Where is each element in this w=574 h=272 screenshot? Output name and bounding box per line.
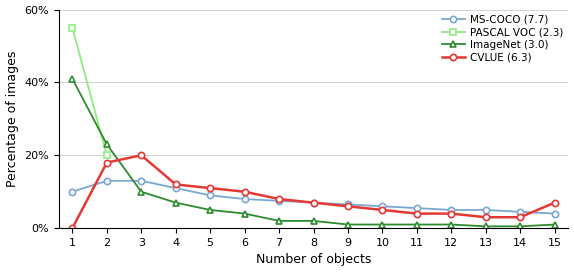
MS-COCO (7.7) [310,201,317,204]
ImageNet (3.0) [551,223,558,226]
MS-COCO (7.7) [138,179,145,183]
ImageNet (3.0) [207,208,214,212]
CVLUE (6.3) [69,227,76,230]
CVLUE (6.3) [276,197,282,201]
ImageNet (3.0) [482,225,489,228]
ImageNet (3.0) [448,223,455,226]
CVLUE (6.3) [310,201,317,204]
ImageNet (3.0) [241,212,248,215]
CVLUE (6.3) [344,205,351,208]
MS-COCO (7.7) [482,208,489,212]
ImageNet (3.0) [172,201,179,204]
CVLUE (6.3) [241,190,248,193]
MS-COCO (7.7) [344,203,351,206]
CVLUE (6.3) [413,212,420,215]
MS-COCO (7.7) [517,210,523,214]
ImageNet (3.0) [517,225,523,228]
X-axis label: Number of objects: Number of objects [256,254,371,267]
CVLUE (6.3) [551,201,558,204]
ImageNet (3.0) [344,223,351,226]
CVLUE (6.3) [379,208,386,212]
CVLUE (6.3) [482,216,489,219]
ImageNet (3.0) [276,219,282,222]
MS-COCO (7.7) [69,190,76,193]
CVLUE (6.3) [207,186,214,190]
MS-COCO (7.7) [413,206,420,210]
Line: CVLUE (6.3): CVLUE (6.3) [69,152,558,231]
MS-COCO (7.7) [241,197,248,201]
MS-COCO (7.7) [276,199,282,202]
ImageNet (3.0) [379,223,386,226]
Line: MS-COCO (7.7): MS-COCO (7.7) [69,178,558,217]
MS-COCO (7.7) [172,186,179,190]
CVLUE (6.3) [517,216,523,219]
MS-COCO (7.7) [379,205,386,208]
Line: PASCAL VOC (2.3): PASCAL VOC (2.3) [69,25,110,158]
ImageNet (3.0) [413,223,420,226]
ImageNet (3.0) [138,190,145,193]
ImageNet (3.0) [103,143,110,146]
MS-COCO (7.7) [551,212,558,215]
CVLUE (6.3) [103,161,110,164]
PASCAL VOC (2.3) [69,26,76,29]
Line: ImageNet (3.0): ImageNet (3.0) [69,76,558,230]
ImageNet (3.0) [69,77,76,81]
CVLUE (6.3) [138,154,145,157]
Y-axis label: Percentage of images: Percentage of images [6,51,18,187]
CVLUE (6.3) [448,212,455,215]
Legend: MS-COCO (7.7), PASCAL VOC (2.3), ImageNet (3.0), CVLUE (6.3): MS-COCO (7.7), PASCAL VOC (2.3), ImageNe… [442,15,563,63]
CVLUE (6.3) [172,183,179,186]
ImageNet (3.0) [310,219,317,222]
PASCAL VOC (2.3) [103,154,110,157]
MS-COCO (7.7) [448,208,455,212]
MS-COCO (7.7) [207,194,214,197]
MS-COCO (7.7) [103,179,110,183]
